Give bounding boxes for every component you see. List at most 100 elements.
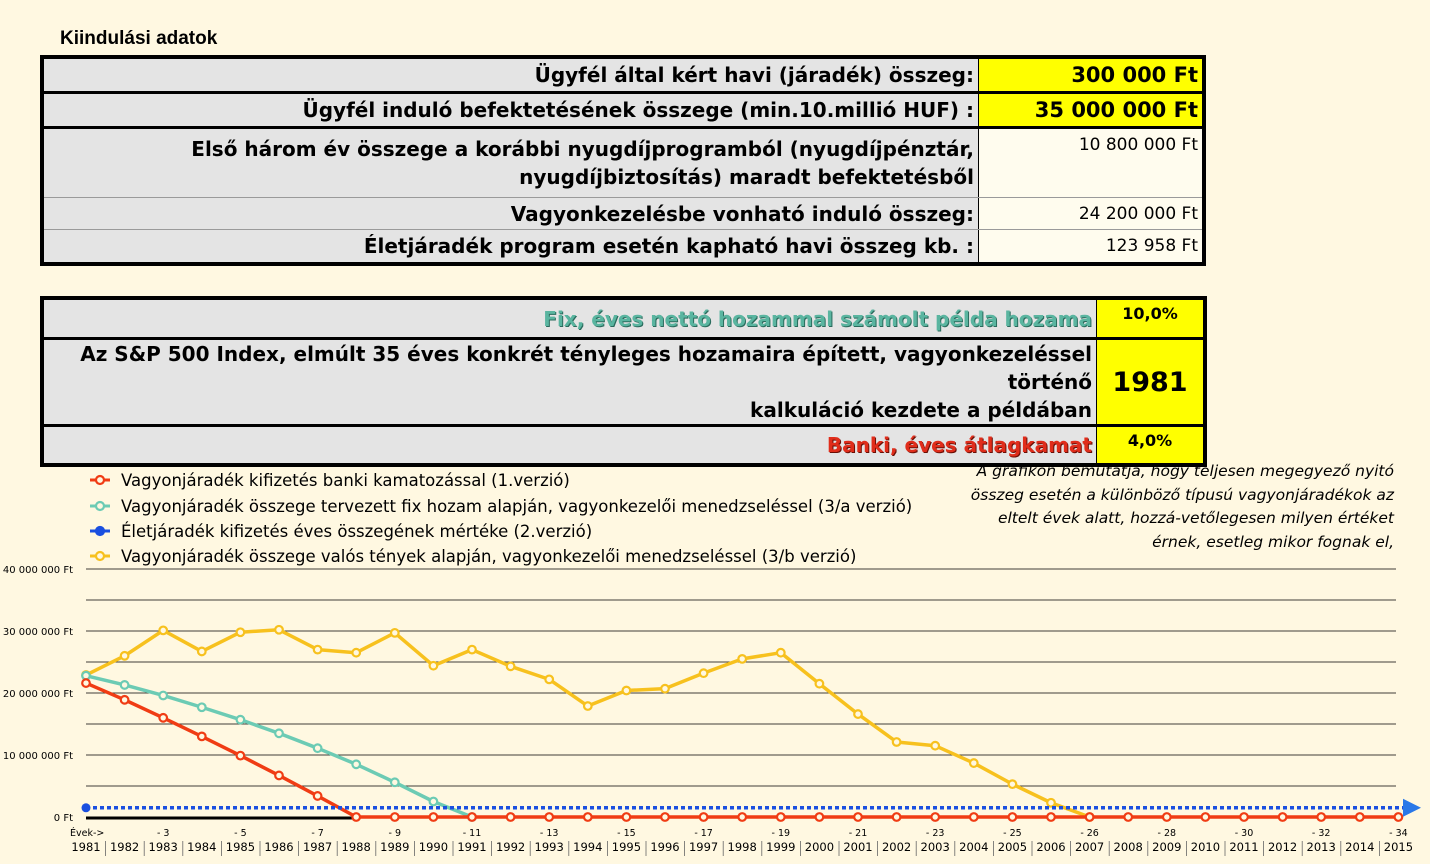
x-tick-label: - 13 xyxy=(540,828,559,839)
sp500-start-label-line2: kalkuláció kezdete a példában xyxy=(750,398,1092,422)
x-tick-label: - 5 xyxy=(234,828,247,839)
x-tick-label: - 15 xyxy=(617,828,636,839)
series-point-yellow xyxy=(660,683,670,694)
chart-note: A grafikon bemutatja, hogy teljesen mege… xyxy=(970,462,1394,551)
monthly-annuity-value: 300 000 Ft xyxy=(978,56,1204,94)
table-row: Fix, éves nettó hozammal számolt példa h… xyxy=(42,297,1205,340)
series-point-red xyxy=(312,791,323,801)
series-point-yellow xyxy=(968,758,979,768)
x-year-label: 2012 xyxy=(1268,840,1297,854)
series-point-yellow xyxy=(814,678,825,689)
table-row: Banki, éves átlagkamat 4,0% xyxy=(42,425,1205,466)
sp500-start-label-line1: Az S&P 500 Index, elmúlt 35 éves konkrét… xyxy=(80,342,1092,394)
series-arrow-blue xyxy=(1403,798,1421,817)
y-tick-label: 10 000 000 Ft xyxy=(3,751,73,762)
x-tick-label: - 26 xyxy=(1080,828,1099,839)
series-point-yellow xyxy=(158,625,169,636)
series-point-red xyxy=(775,812,786,822)
series-point-teal xyxy=(196,702,207,713)
x-tick-label: - 23 xyxy=(926,828,945,839)
sp500-start-year: 1981 xyxy=(1096,338,1205,427)
x-tick-label: - 34 xyxy=(1389,828,1408,839)
series-point-red xyxy=(1316,812,1327,822)
initial-investment-value: 35 000 000 Ft xyxy=(978,92,1204,129)
x-year-label: 2013 xyxy=(1307,840,1336,854)
initial-investment-label: Ügyfél induló befektetésének összege (mi… xyxy=(42,92,979,129)
first-three-years-value: 10 800 000 Ft xyxy=(978,127,1204,198)
series-point-red xyxy=(1123,812,1134,822)
series-point-yellow xyxy=(737,654,748,664)
series-point-yellow xyxy=(582,701,593,711)
series-point-teal xyxy=(274,728,284,739)
series-point-yellow xyxy=(1007,779,1018,790)
series-point-teal xyxy=(235,714,246,725)
x-tick-label: - 32 xyxy=(1312,828,1331,839)
x-year-label: 2008 xyxy=(1114,840,1143,854)
x-year-label: 1998 xyxy=(728,840,757,854)
x-year-label: 1985 xyxy=(226,840,255,854)
series-line-red xyxy=(85,681,1399,819)
x-year-label: 2004 xyxy=(959,840,988,854)
fixed-yield-value: 10,0% xyxy=(1096,297,1205,340)
series-point-red xyxy=(621,812,632,822)
x-year-label: 2002 xyxy=(882,840,911,854)
series-point-red xyxy=(968,812,979,822)
series-point-red xyxy=(930,812,941,822)
x-year-label: 1987 xyxy=(303,840,332,854)
table-row: Vagyonkezelésbe vonható induló összeg: 2… xyxy=(42,197,1204,230)
series-point-yellow xyxy=(505,661,516,672)
series-point-red xyxy=(505,812,516,822)
series-point-yellow xyxy=(196,646,207,657)
fixed-yield-label: Fix, éves nettó hozammal számolt példa h… xyxy=(42,297,1097,340)
series-point-red xyxy=(235,750,246,761)
x-year-label: 2014 xyxy=(1345,840,1374,854)
table-row: Életjáradék program esetén kapható havi … xyxy=(42,229,1204,265)
input-data-table: Ügyfél által kért havi (járadék) összeg:… xyxy=(40,55,1206,266)
x-year-label: 1983 xyxy=(149,840,178,854)
series-point-yellow xyxy=(274,624,284,635)
first-three-years-label-line2: nyugdíjbiztosítás) maradt befektetésből xyxy=(519,165,974,189)
series-point-yellow xyxy=(389,627,400,638)
x-year-label: 1986 xyxy=(264,840,293,854)
x-year-label: 1996 xyxy=(650,840,679,854)
series-point-red xyxy=(389,812,400,822)
series-point-red xyxy=(544,812,555,822)
sp500-start-label: Az S&P 500 Index, elmúlt 35 éves konkrét… xyxy=(42,338,1097,427)
series-point-yellow xyxy=(428,660,439,671)
managed-amount-value: 24 200 000 Ft xyxy=(978,197,1204,230)
x-tick-label: - 7 xyxy=(311,828,324,839)
series-point-yellow xyxy=(1046,797,1056,808)
x-year-label: 1995 xyxy=(612,840,641,854)
series-point-red xyxy=(853,812,863,822)
section-title: Kiindulási adatok xyxy=(60,28,218,49)
series-point-red xyxy=(1007,812,1018,822)
x-year-label: 1989 xyxy=(380,840,409,854)
series-point-red xyxy=(1200,812,1211,822)
legend-label-blue: Életjáradék kifizetés éves összegének mé… xyxy=(121,522,592,541)
legend-label-teal: Vagyonjáradék összege tervezett fix hoza… xyxy=(121,497,912,516)
series-point-red xyxy=(467,812,477,822)
y-tick-label: 0 Ft xyxy=(54,813,73,824)
series-point-red xyxy=(119,694,130,705)
x-year-label: 1990 xyxy=(419,840,448,854)
series-point-red xyxy=(428,812,439,822)
x-year-label: 1994 xyxy=(573,840,602,854)
x-year-label: 1988 xyxy=(342,840,371,854)
legend-marker-yellow xyxy=(94,550,106,562)
managed-amount-label: Vagyonkezelésbe vonható induló összeg: xyxy=(42,197,979,230)
x-tick-label: Évek-> xyxy=(70,827,104,839)
x-year-label: 1999 xyxy=(766,840,795,854)
series-point-red xyxy=(274,770,284,781)
series-point-yellow xyxy=(119,650,130,661)
x-year-label: 2007 xyxy=(1075,840,1104,854)
x-year-label: 1993 xyxy=(535,840,564,854)
x-tick-label: - 28 xyxy=(1158,828,1177,839)
series-point-yellow xyxy=(351,647,362,658)
series-point-red xyxy=(351,812,362,822)
series-point-yellow xyxy=(775,647,786,658)
series-point-red xyxy=(660,812,670,822)
first-three-years-label-line1: Első három év összege a korábbi nyugdíjp… xyxy=(191,137,974,161)
series-point-red xyxy=(814,812,825,822)
series-point-yellow xyxy=(467,644,477,655)
